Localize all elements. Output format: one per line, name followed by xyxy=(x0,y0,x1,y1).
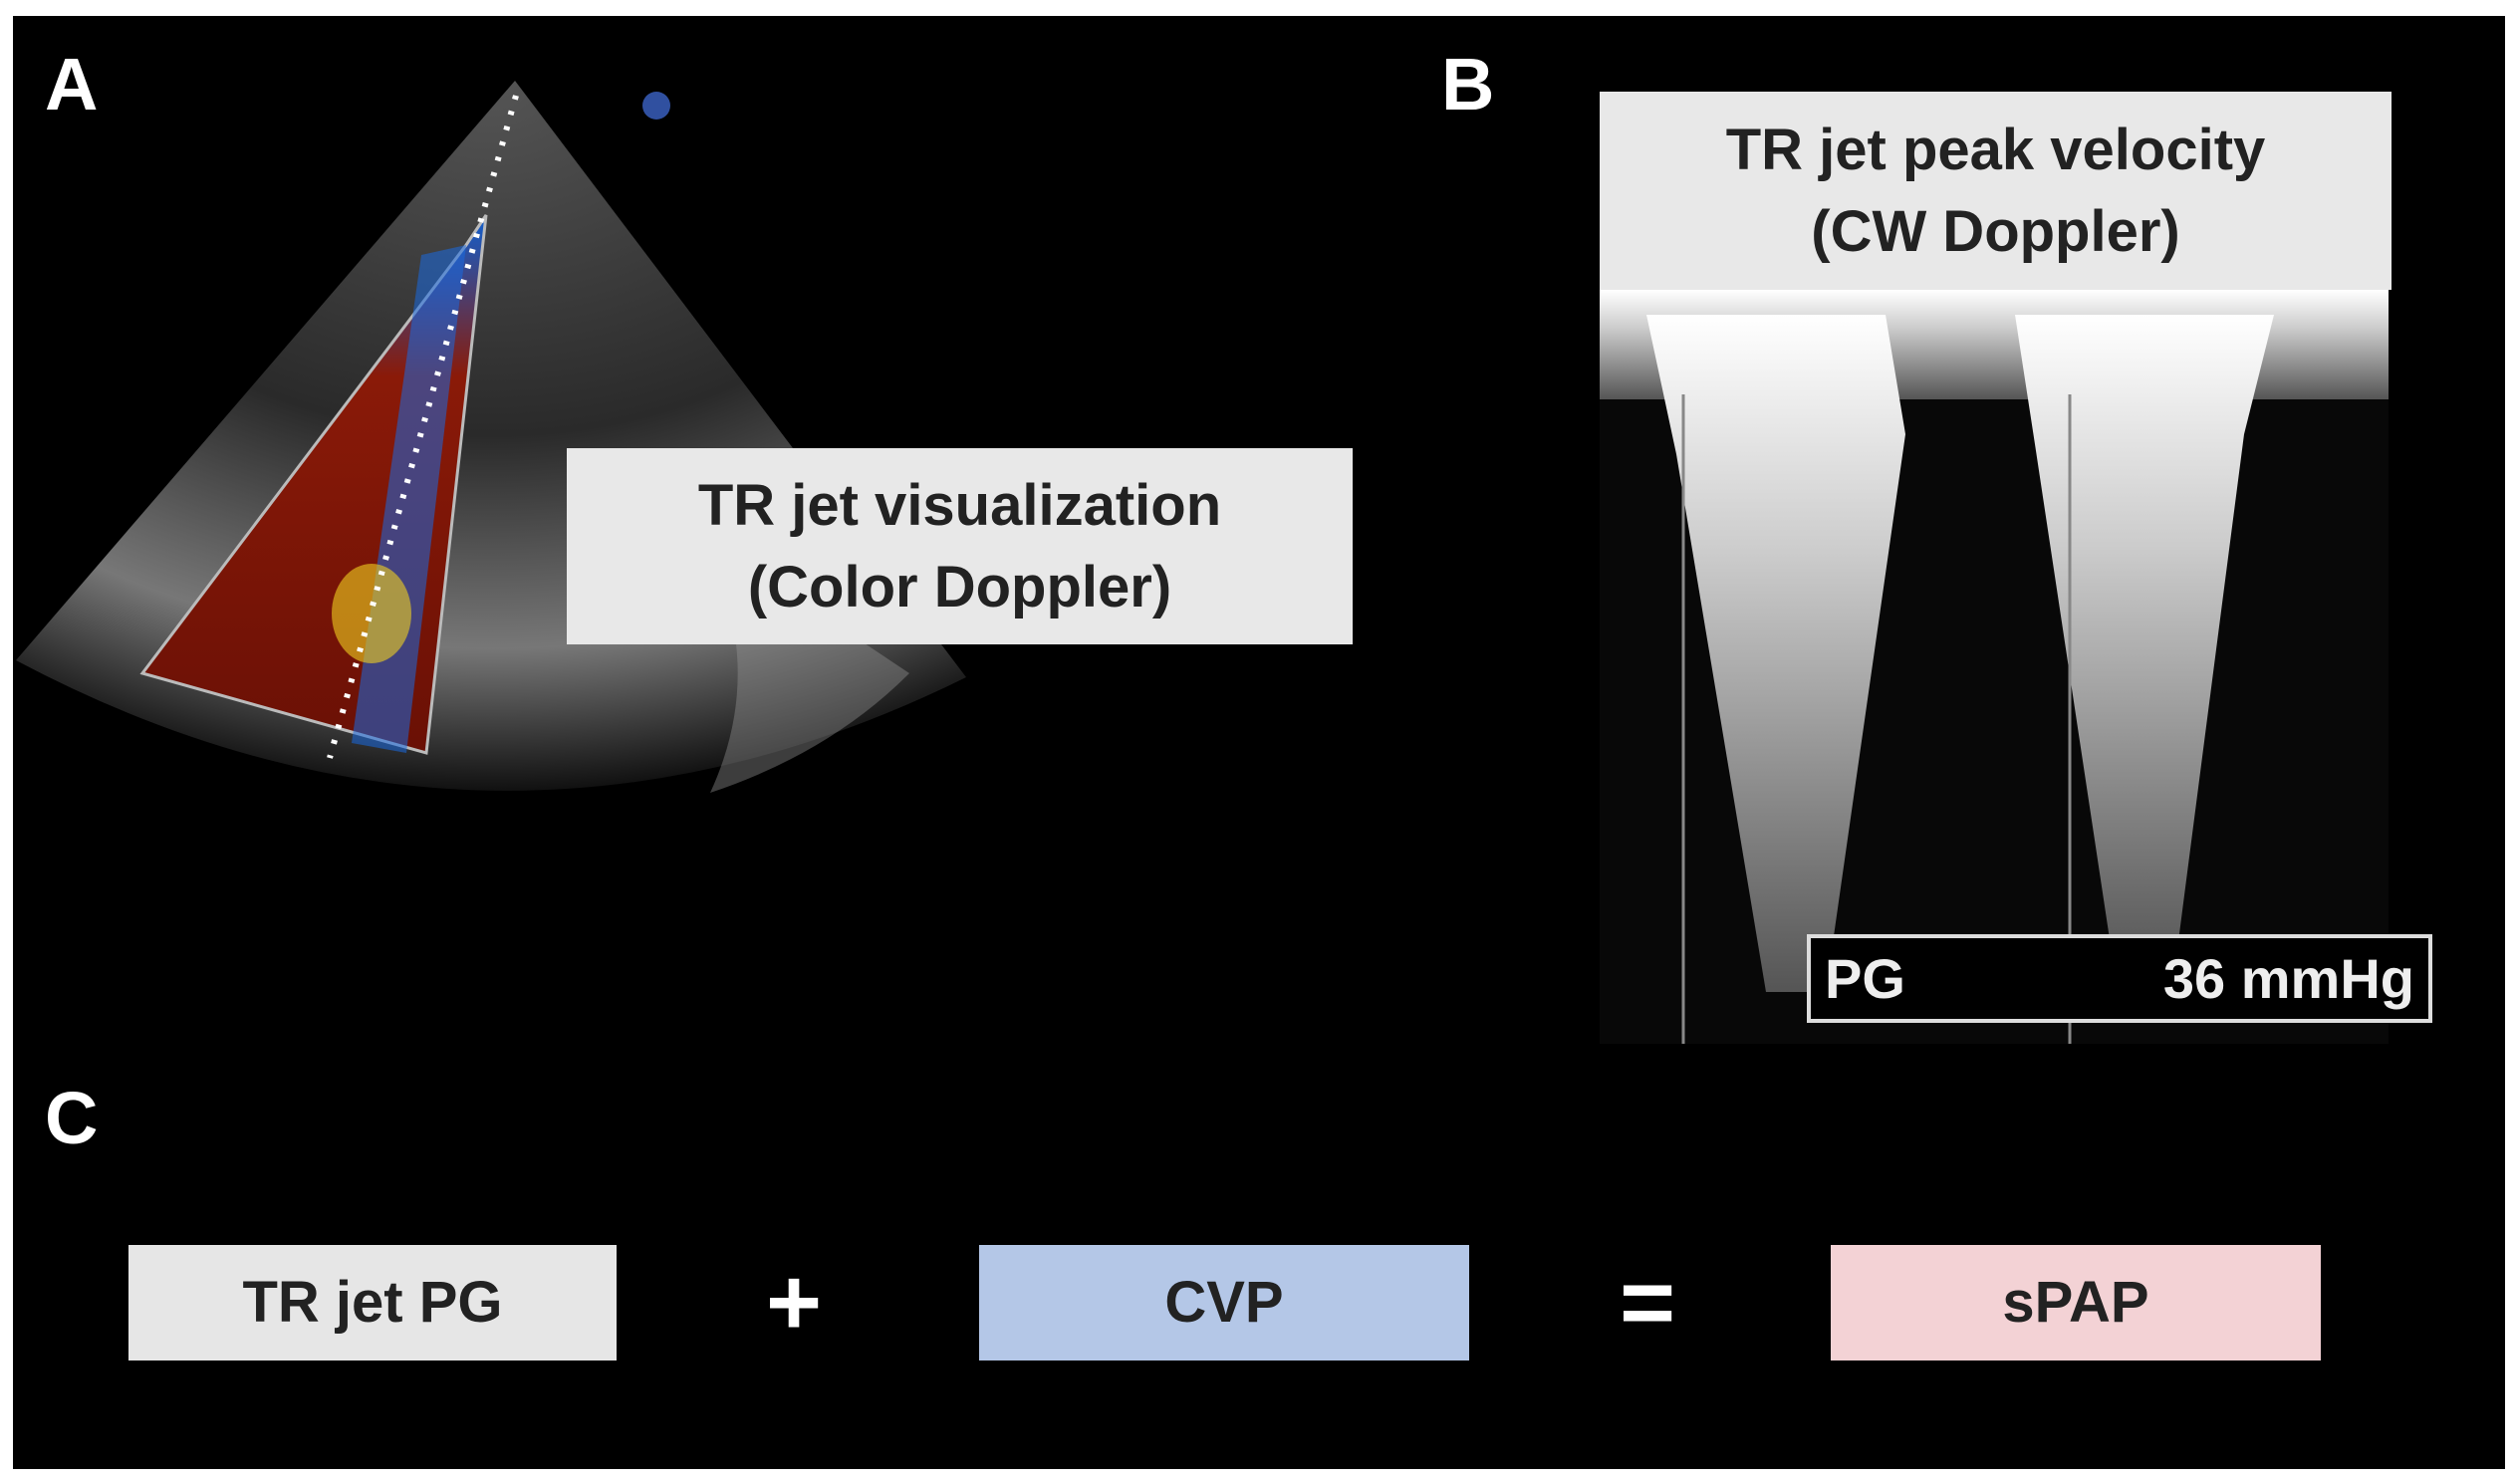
envelope xyxy=(1646,315,1905,992)
term: TR jet PG xyxy=(242,1270,503,1336)
measure-value: 36 mmHg xyxy=(2162,947,2414,1010)
term-box: TR jet PG xyxy=(128,1245,617,1360)
operator: = xyxy=(1619,1249,1676,1356)
panel-letter: B xyxy=(1441,43,1495,125)
label-line: TR jet peak velocity xyxy=(1725,118,2266,183)
label-line: (CW Doppler) xyxy=(1811,198,2180,264)
label-line: (Color Doppler) xyxy=(747,554,1172,619)
envelope xyxy=(2015,315,2274,972)
term-box: CVP xyxy=(979,1245,1469,1360)
term: CVP xyxy=(1164,1270,1284,1336)
figure: A TR jet visualization (Color Doppler) B… xyxy=(13,16,2505,1469)
jet-core xyxy=(332,564,411,663)
measurement-box: PG 36 mmHg xyxy=(1807,934,2432,1023)
result-box: sPAP xyxy=(1831,1245,2321,1360)
label-box: TR jet visualization (Color Doppler) xyxy=(567,448,1353,644)
operator: + xyxy=(765,1249,823,1356)
measure-name: PG xyxy=(1825,947,1905,1010)
panel-letter: C xyxy=(45,1077,99,1159)
label-line: TR jet visualization xyxy=(697,473,1222,539)
panel-letter: A xyxy=(45,43,99,125)
label-box: TR jet peak velocity (CW Doppler) xyxy=(1600,92,2392,290)
term: sPAP xyxy=(2002,1270,2149,1336)
cursor-line xyxy=(327,95,519,759)
marker xyxy=(642,92,670,120)
